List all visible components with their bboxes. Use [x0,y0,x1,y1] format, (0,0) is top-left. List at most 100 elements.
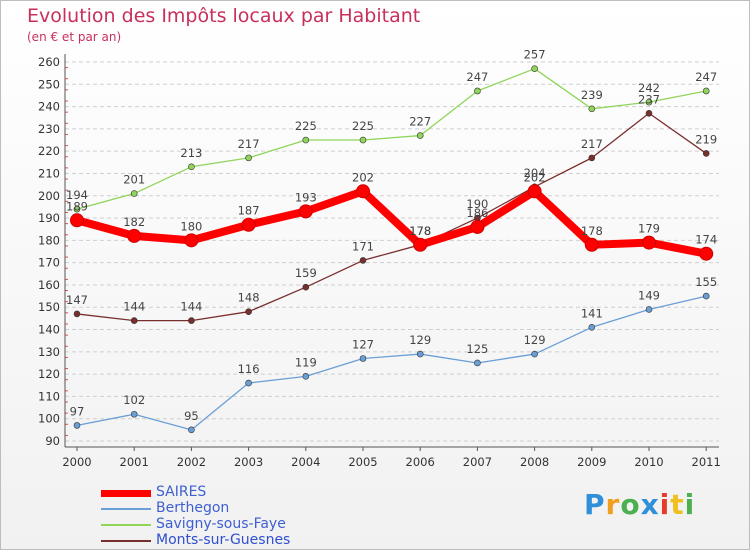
data-point [127,228,142,243]
legend-label: Savigny-sous-Faye [156,516,286,532]
legend-swatch [101,508,151,510]
data-label: 102 [123,393,145,407]
data-label: 127 [352,338,374,352]
x-tick-label: 2009 [577,455,606,469]
y-tick-label: 260 [38,55,60,69]
data-label: 178 [581,224,603,238]
data-label: 97 [70,404,85,418]
data-label: 141 [581,306,603,320]
logo-letter: P [584,488,606,521]
data-label: 247 [695,70,717,84]
data-point [241,217,256,232]
data-label: 202 [524,170,546,184]
y-tick-label: 150 [38,300,60,314]
data-label: 217 [581,137,603,151]
data-point [645,306,653,313]
data-label: 116 [238,362,260,376]
data-point [188,426,195,434]
data-point [359,355,367,362]
data-point [416,350,424,358]
data-label: 144 [123,300,145,314]
proxiti-logo: Proxiti [584,488,695,521]
x-tick-label: 2001 [120,455,149,469]
x-tick-label: 2004 [291,455,320,469]
data-label: 201 [123,173,145,187]
logo-letter: i [684,488,696,521]
data-point [702,292,710,300]
x-tick-label: 2005 [348,455,377,469]
data-label: 125 [466,342,488,356]
y-tick-label: 110 [38,389,60,403]
data-label: 179 [638,222,660,236]
legend-swatch [101,524,151,526]
data-point [302,136,310,144]
data-label: 227 [409,115,431,129]
data-label: 159 [295,266,317,280]
x-tick-label: 2011 [692,455,721,469]
data-point [588,154,596,162]
data-label: 257 [524,48,546,62]
data-label: 194 [66,188,88,202]
data-label: 219 [695,132,717,146]
x-tick-label: 2008 [520,455,549,469]
data-point [130,410,138,418]
y-tick-label: 170 [38,256,60,270]
data-label: 129 [409,333,431,347]
y-tick-label: 200 [38,189,60,203]
logo-letter: t [670,488,685,521]
data-point [531,350,538,358]
data-point [474,87,481,95]
data-label: 119 [295,355,317,369]
series-line-berthegon [76,295,707,431]
data-point [642,235,656,250]
y-tick-label: 130 [38,345,60,359]
data-point [130,190,138,197]
chart-subtitle: (en € et par an) [27,30,122,44]
x-tick-label: 2010 [634,455,663,469]
data-point [527,184,542,199]
data-label: 144 [180,300,202,314]
data-point [188,163,195,171]
data-label: 225 [295,119,317,133]
data-point [470,219,485,234]
data-label: 129 [524,333,546,347]
x-tick-label: 2002 [177,455,206,469]
y-tick-label: 210 [38,166,60,180]
data-point [413,237,428,252]
logo-letter: o [620,488,641,521]
data-label: 186 [466,206,488,220]
x-tick-label: 2007 [463,455,492,469]
data-point [645,98,653,106]
data-label: 193 [295,190,317,204]
data-label: 213 [180,146,202,160]
legend-swatch [101,490,151,497]
data-point [531,65,538,72]
data-point [245,154,252,162]
chart-title: Evolution des Impôts locaux par Habitant [27,5,421,27]
data-point [416,132,424,139]
logo-letter: i [659,488,671,521]
data-label: 190 [466,197,488,211]
y-tick-label: 90 [45,434,60,448]
data-point [302,283,310,291]
data-point [359,136,367,144]
data-point [356,184,370,199]
data-label: 204 [524,166,546,180]
data-point [702,87,710,95]
data-label: 189 [66,199,88,213]
data-label: 182 [123,215,145,229]
data-label: 187 [238,204,260,218]
data-label: 247 [466,70,488,84]
data-point [584,237,599,252]
data-point [302,373,310,380]
series-line-saires [73,187,711,258]
data-point [702,150,710,157]
data-label: 155 [695,275,717,289]
data-label: 225 [352,119,374,133]
data-point [588,323,596,331]
y-tick-label: 160 [38,278,60,292]
y-tick-label: 250 [38,77,60,91]
y-tick-label: 230 [38,122,60,136]
y-tick-label: 180 [38,233,60,247]
